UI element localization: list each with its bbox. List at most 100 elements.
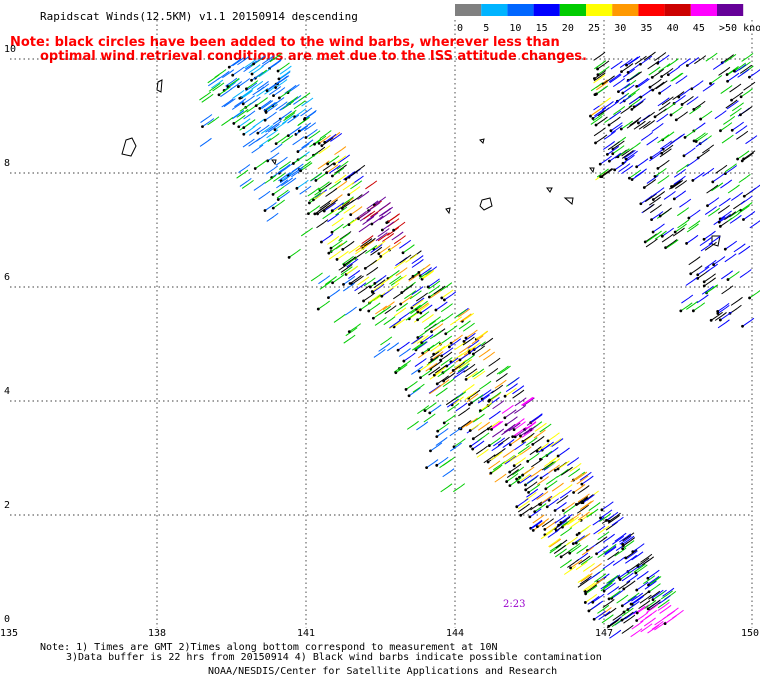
wind-barb [444, 294, 453, 301]
wind-barb [493, 451, 502, 457]
wind-barb [408, 313, 417, 320]
wind-barb [643, 54, 652, 61]
wind-barb [608, 119, 617, 126]
wind-barb [573, 538, 582, 545]
wind-barb [344, 259, 353, 266]
wind-barb [640, 58, 649, 65]
wind-barb [344, 259, 353, 266]
wind-barb [540, 472, 549, 479]
wind-barb [492, 403, 501, 410]
wind-barb [737, 71, 746, 78]
wind-barb [588, 505, 597, 511]
lon-label-144: 144 [446, 628, 465, 639]
wind-barb [266, 132, 275, 139]
wind-barb [522, 469, 531, 476]
wind-barb [310, 175, 319, 182]
wind-barb [348, 273, 357, 279]
wind-barb [523, 428, 532, 435]
wind-barb [207, 80, 216, 87]
wind-barb [293, 103, 302, 110]
wind-barb [733, 65, 742, 72]
wind-barb [264, 104, 273, 111]
wind-barb [222, 72, 231, 79]
wind-barb [301, 142, 310, 149]
wind-barb [705, 287, 714, 294]
wind-barb [652, 84, 661, 91]
wind-barb [636, 161, 645, 168]
wind-barb [331, 226, 340, 233]
wind-barb [567, 561, 576, 568]
wind-barb [629, 98, 638, 105]
wind-barb [593, 75, 602, 82]
wind-barb [434, 369, 442, 376]
wind-barb [592, 596, 601, 603]
wind-barb [623, 617, 632, 624]
wind-barb [373, 282, 382, 289]
wind-barb [636, 80, 645, 87]
wind-barb [340, 269, 349, 276]
wind-barb [436, 459, 445, 466]
wind-barb [284, 112, 293, 119]
wind-barb [580, 514, 589, 521]
wind-barb [412, 386, 421, 393]
wind-barb [575, 564, 584, 571]
wind-barb [631, 623, 640, 630]
wind-barb [543, 461, 552, 467]
wind-barb [696, 297, 705, 304]
wind-barb [473, 373, 482, 380]
wind-barb [543, 463, 552, 470]
wind-barb [450, 319, 459, 326]
wind-barb [503, 458, 512, 465]
wind-barb [603, 133, 612, 140]
wind-barb [608, 515, 617, 522]
wind-barb [475, 448, 484, 455]
wind-barb [228, 61, 237, 68]
wind-barb [593, 77, 602, 84]
wind-barb [624, 598, 633, 605]
wind-barb [430, 345, 439, 352]
wind-barb [363, 240, 372, 247]
wind-barb [657, 178, 666, 185]
wind-barb [697, 272, 706, 279]
wind-barb [504, 412, 513, 419]
wind-barb [636, 573, 645, 580]
wind-barb [460, 361, 469, 368]
wind-barb [644, 603, 653, 609]
wind-barb [578, 558, 587, 565]
wind-barb [411, 302, 420, 309]
wind-barb [612, 81, 621, 88]
wind-barb [665, 242, 674, 249]
wind-barb [614, 550, 623, 557]
wind-barb [626, 59, 635, 66]
wind-barb [659, 87, 668, 94]
wind-barb [522, 400, 531, 406]
wind-barb [387, 285, 396, 292]
wind-barb [330, 242, 339, 249]
wind-barb [714, 315, 723, 321]
wind-barb [354, 213, 363, 220]
wind-barb [257, 127, 266, 134]
wind-barb [509, 455, 518, 462]
wind-barb [305, 131, 314, 138]
lat-label-2: 2 [4, 500, 11, 511]
wind-barb [633, 566, 642, 573]
wind-barb [714, 113, 723, 120]
wind-barb [254, 163, 263, 169]
wind-barb [293, 157, 302, 164]
wind-barb [532, 438, 541, 445]
wind-barb [592, 519, 601, 526]
wind-barb [554, 505, 563, 511]
wind-barb [238, 167, 247, 174]
wind-barb [449, 341, 458, 348]
wind-barb [403, 355, 412, 362]
wind-barb [338, 157, 347, 164]
wind-barb [749, 71, 758, 78]
wind-barb [633, 123, 642, 130]
wind-barb [375, 308, 384, 315]
wind-barb [278, 167, 287, 174]
wind-barb [279, 104, 288, 111]
wind-barb [680, 305, 689, 312]
wind-barb [569, 465, 578, 472]
wind-barb [539, 426, 548, 433]
wind-barb [657, 137, 666, 144]
